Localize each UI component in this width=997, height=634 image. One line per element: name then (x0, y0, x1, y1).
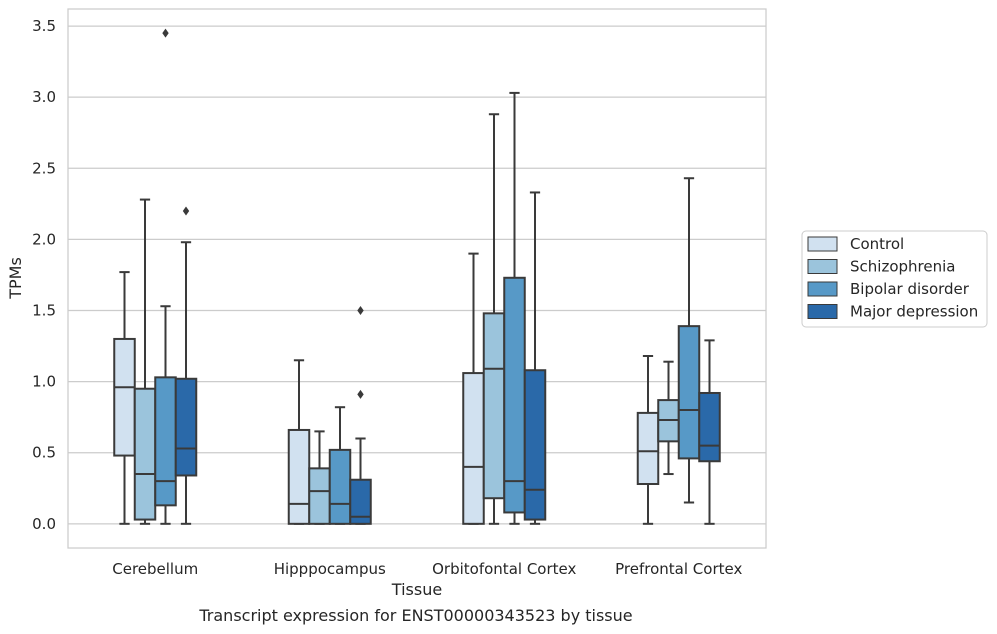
legend-swatch (807, 304, 838, 319)
box-major-depression (349, 305, 372, 525)
outlier-point (162, 28, 169, 38)
y-tick-label: 3.5 (32, 17, 56, 35)
iqr-box (462, 372, 485, 525)
iqr-box (482, 312, 506, 500)
box-schizophrenia (657, 360, 680, 476)
box-control (287, 359, 311, 525)
box-bipolar-disorder (677, 177, 701, 504)
box-bipolar-disorder (328, 406, 352, 525)
iqr-box (133, 387, 157, 521)
box-bipolar-disorder (503, 91, 526, 525)
x-axis-ticks: Cerebellum Hipppocampus Orbitofontal Corte… (112, 560, 742, 578)
box-schizophrenia (308, 430, 331, 525)
legend-swatch (807, 236, 838, 252)
chart-caption: Transcript expression for ENST0000034352… (199, 606, 633, 625)
iqr-box (154, 376, 177, 507)
y-tick-label: 0.5 (32, 444, 56, 462)
y-tick-label: 0.0 (32, 515, 56, 533)
x-tick-label: Hipppocampus (274, 560, 386, 578)
iqr-box (677, 325, 701, 460)
box-schizophrenia (482, 113, 506, 525)
x-axis-label: Tissue (391, 580, 442, 599)
x-tick-label: Cerebellum (112, 560, 198, 578)
box-major-depression (698, 339, 721, 525)
box-bipolar-disorder (154, 28, 177, 525)
x-tick-label: Prefrontal Cortex (615, 560, 742, 578)
iqr-box (503, 276, 526, 514)
box-control (636, 355, 660, 525)
legend-swatch (807, 259, 838, 274)
iqr-box (636, 411, 660, 486)
outlier-point (182, 206, 190, 216)
y-axis-ticks: 0.0 0.5 1.0 1.5 2.0 2.5 3.0 3.5 (32, 17, 56, 533)
legend-swatch (807, 281, 838, 297)
legend-frame (801, 230, 988, 328)
iqr-box (287, 428, 311, 525)
iqr-box (174, 377, 198, 477)
iqr-box (523, 369, 547, 521)
box-major-depression (174, 206, 198, 525)
iqr-box (349, 478, 372, 525)
iqr-box (113, 337, 136, 457)
y-axis-label: TPMs (6, 257, 25, 300)
y-tick-label: 2.5 (32, 159, 56, 177)
boxplots (113, 28, 721, 525)
box-control (462, 252, 485, 525)
y-tick-label: 1.0 (32, 373, 56, 391)
outlier-point (357, 305, 364, 315)
y-tick-label: 1.5 (32, 301, 56, 319)
legend-label: Schizophrenia (850, 258, 955, 276)
y-tick-label: 3.0 (32, 88, 56, 106)
legend: Control Schizophrenia Bipolar disorder Majo… (801, 230, 988, 328)
iqr-box (308, 467, 331, 525)
y-tick-label: 2.0 (32, 230, 56, 248)
box-schizophrenia (133, 198, 157, 525)
iqr-box (698, 391, 721, 463)
legend-label: Bipolar disorder (850, 280, 970, 298)
plot-frame (67, 8, 767, 549)
outlier-point (357, 389, 364, 399)
box-control (113, 271, 136, 525)
box-major-depression (523, 191, 547, 525)
x-tick-label: Orbitofontal Cortex (432, 560, 576, 578)
legend-label: Major depression (850, 303, 978, 321)
legend-label: Control (850, 235, 904, 253)
iqr-box (328, 448, 352, 525)
